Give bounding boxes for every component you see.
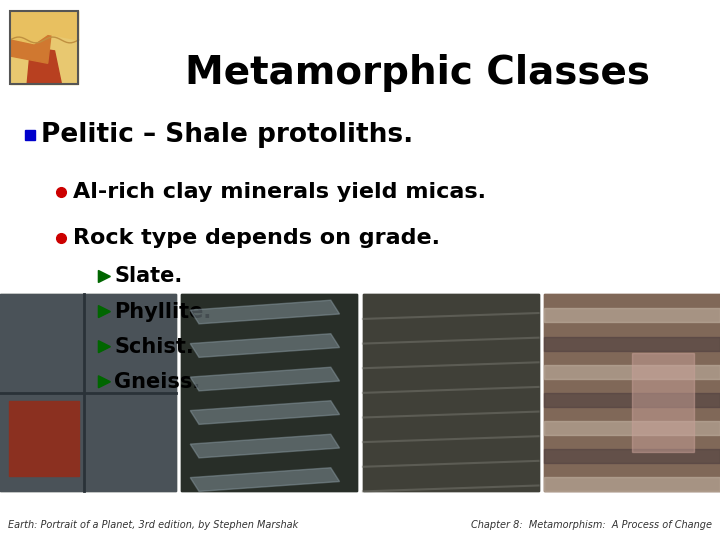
Polygon shape [190,434,340,458]
Text: Chapter 8:  Metamorphism:  A Process of Change: Chapter 8: Metamorphism: A Process of Ch… [471,520,712,530]
Text: Pelitic – Shale protoliths.: Pelitic – Shale protoliths. [41,122,413,148]
Polygon shape [190,367,340,391]
Bar [544,477,720,491]
Bar [181,294,357,491]
Polygon shape [10,11,51,63]
Text: Schist.: Schist. [114,336,194,357]
Bar [10,11,78,84]
Bar [0,294,176,491]
Polygon shape [99,271,110,282]
Bar [544,336,720,350]
Text: Metamorphic Classes: Metamorphic Classes [185,54,650,92]
Bar [10,11,78,84]
Bar [0,294,176,491]
Text: Al-rich clay minerals yield micas.: Al-rich clay minerals yield micas. [73,181,486,202]
Bar [544,364,720,379]
Bar [544,421,720,435]
Bar [9,401,79,476]
Polygon shape [190,300,340,324]
Polygon shape [27,47,61,84]
Polygon shape [190,468,340,491]
Bar [544,294,720,491]
Bar [363,294,539,491]
Bar [363,294,539,491]
Bar [544,449,720,463]
Polygon shape [190,401,340,424]
Text: Earth: Portrait of a Planet, 3rd edition, by Stephen Marshak: Earth: Portrait of a Planet, 3rd edition… [8,520,298,530]
Polygon shape [99,341,110,353]
Polygon shape [10,11,78,44]
Bar [25,130,35,140]
Bar [544,393,720,407]
Bar [632,354,693,452]
Bar [181,294,357,491]
Polygon shape [190,334,340,357]
Text: Gneiss.: Gneiss. [114,372,201,392]
Text: Slate.: Slate. [114,266,183,287]
Text: Phyllite.: Phyllite. [114,301,212,322]
Polygon shape [99,376,110,388]
Bar [544,308,720,322]
Bar [544,294,720,491]
Polygon shape [99,306,110,318]
Text: Rock type depends on grade.: Rock type depends on grade. [73,227,440,248]
